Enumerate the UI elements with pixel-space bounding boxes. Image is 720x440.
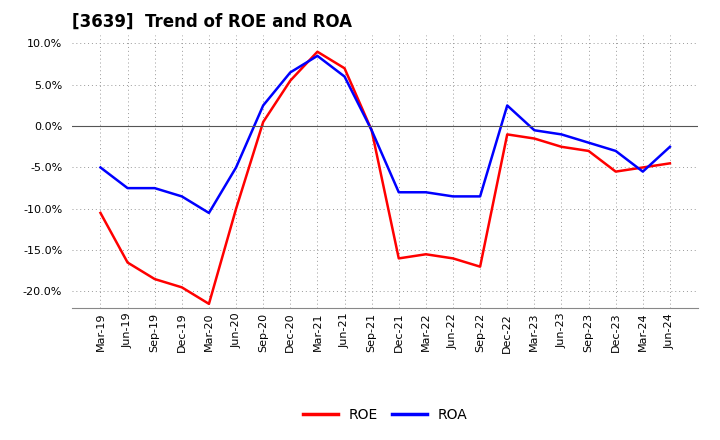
ROA — [259, 103, 268, 108]
ROA — [584, 140, 593, 145]
ROA — [204, 210, 213, 216]
ROA — [123, 186, 132, 191]
ROA — [449, 194, 457, 199]
ROE — [421, 252, 430, 257]
ROE — [123, 260, 132, 265]
ROA — [313, 53, 322, 59]
ROE — [503, 132, 511, 137]
ROE — [557, 144, 566, 150]
ROA — [232, 165, 240, 170]
ROE — [665, 161, 674, 166]
ROE — [178, 285, 186, 290]
ROE — [204, 301, 213, 307]
ROE — [395, 256, 403, 261]
ROA — [476, 194, 485, 199]
ROA — [341, 74, 349, 79]
ROE — [611, 169, 620, 174]
ROE — [367, 128, 376, 133]
Legend: ROE, ROA: ROE, ROA — [297, 402, 473, 427]
ROA — [639, 169, 647, 174]
ROA — [178, 194, 186, 199]
ROA — [421, 190, 430, 195]
Text: [3639]  Trend of ROE and ROA: [3639] Trend of ROE and ROA — [72, 13, 352, 31]
ROE — [313, 49, 322, 55]
ROE — [259, 119, 268, 125]
ROA — [395, 190, 403, 195]
ROE — [639, 165, 647, 170]
ROE — [341, 66, 349, 71]
Line: ROE: ROE — [101, 52, 670, 304]
ROE — [449, 256, 457, 261]
ROA — [286, 70, 294, 75]
ROA — [96, 165, 105, 170]
ROE — [476, 264, 485, 269]
ROA — [503, 103, 511, 108]
ROA — [665, 144, 674, 150]
ROE — [150, 276, 159, 282]
ROE — [96, 210, 105, 216]
Line: ROA: ROA — [101, 56, 670, 213]
ROE — [232, 206, 240, 212]
ROA — [557, 132, 566, 137]
ROE — [530, 136, 539, 141]
ROE — [584, 148, 593, 154]
ROA — [367, 128, 376, 133]
ROA — [530, 128, 539, 133]
ROA — [611, 148, 620, 154]
ROA — [150, 186, 159, 191]
ROE — [286, 78, 294, 83]
